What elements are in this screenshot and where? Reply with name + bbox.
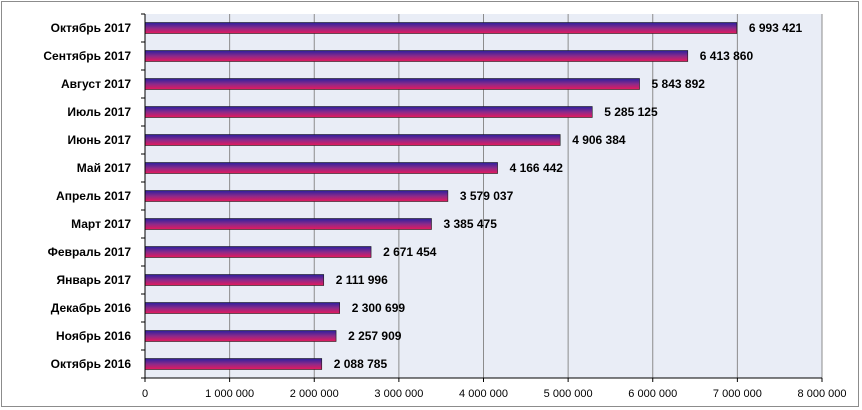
x-tick-label: 6 000 000 bbox=[628, 388, 677, 400]
bar bbox=[144, 22, 738, 34]
category-label: Ноябрь 2016 bbox=[56, 329, 131, 343]
data-label: 2 088 785 bbox=[334, 357, 388, 371]
x-tick-label: 8 000 000 bbox=[798, 388, 847, 400]
x-tick-label: 0 bbox=[142, 388, 148, 400]
data-label: 2 300 699 bbox=[352, 301, 406, 315]
category-label: Июль 2017 bbox=[67, 105, 131, 119]
category-label: Февраль 2017 bbox=[48, 245, 132, 259]
bar bbox=[144, 106, 593, 118]
data-label: 2 111 996 bbox=[336, 273, 388, 287]
bar bbox=[144, 302, 340, 314]
category-label: Октябрь 2017 bbox=[51, 21, 132, 35]
bar bbox=[144, 246, 372, 258]
bar bbox=[144, 50, 689, 62]
category-label: Март 2017 bbox=[71, 217, 131, 231]
bar bbox=[144, 190, 449, 202]
category-label: Январь 2017 bbox=[56, 273, 131, 287]
data-label: 2 671 454 bbox=[383, 245, 437, 259]
x-tick-label: 5 000 000 bbox=[544, 388, 593, 400]
bar bbox=[144, 78, 640, 90]
data-label: 5 285 125 bbox=[604, 105, 658, 119]
data-label: 5 843 892 bbox=[652, 77, 706, 91]
bar bbox=[144, 358, 323, 370]
bars bbox=[144, 22, 738, 370]
bar bbox=[144, 330, 337, 342]
x-tick-label: 1 000 000 bbox=[205, 388, 254, 400]
x-tick-label: 3 000 000 bbox=[374, 388, 423, 400]
data-label: 3 579 037 bbox=[460, 189, 514, 203]
data-label: 4 906 384 bbox=[572, 133, 626, 147]
category-label: Октябрь 2016 bbox=[51, 357, 132, 371]
axes bbox=[141, 13, 823, 382]
data-label: 2 257 909 bbox=[348, 329, 402, 343]
data-label: 6 993 421 bbox=[749, 21, 803, 35]
category-label: Август 2017 bbox=[61, 77, 131, 91]
category-label: Июнь 2017 bbox=[67, 133, 131, 147]
bar bbox=[144, 162, 498, 174]
x-tick-label: 2 000 000 bbox=[290, 388, 339, 400]
category-label: Сентябрь 2017 bbox=[43, 49, 131, 63]
category-label: Декабрь 2016 bbox=[51, 301, 132, 315]
x-tick-label: 7 000 000 bbox=[713, 388, 762, 400]
data-label: 6 413 860 bbox=[700, 49, 754, 63]
bar bbox=[144, 218, 432, 230]
data-label: 3 385 475 bbox=[443, 217, 497, 231]
bar bbox=[144, 134, 561, 146]
bar bbox=[144, 274, 325, 286]
category-label: Апрель 2017 bbox=[56, 189, 131, 203]
x-tick-label: 4 000 000 bbox=[459, 388, 508, 400]
labels: 0 1 000 000 2 000 000 3 000 000 4 000 000 5 0… bbox=[43, 21, 846, 400]
data-label: 4 166 442 bbox=[510, 161, 564, 175]
category-label: Май 2017 bbox=[77, 161, 132, 175]
